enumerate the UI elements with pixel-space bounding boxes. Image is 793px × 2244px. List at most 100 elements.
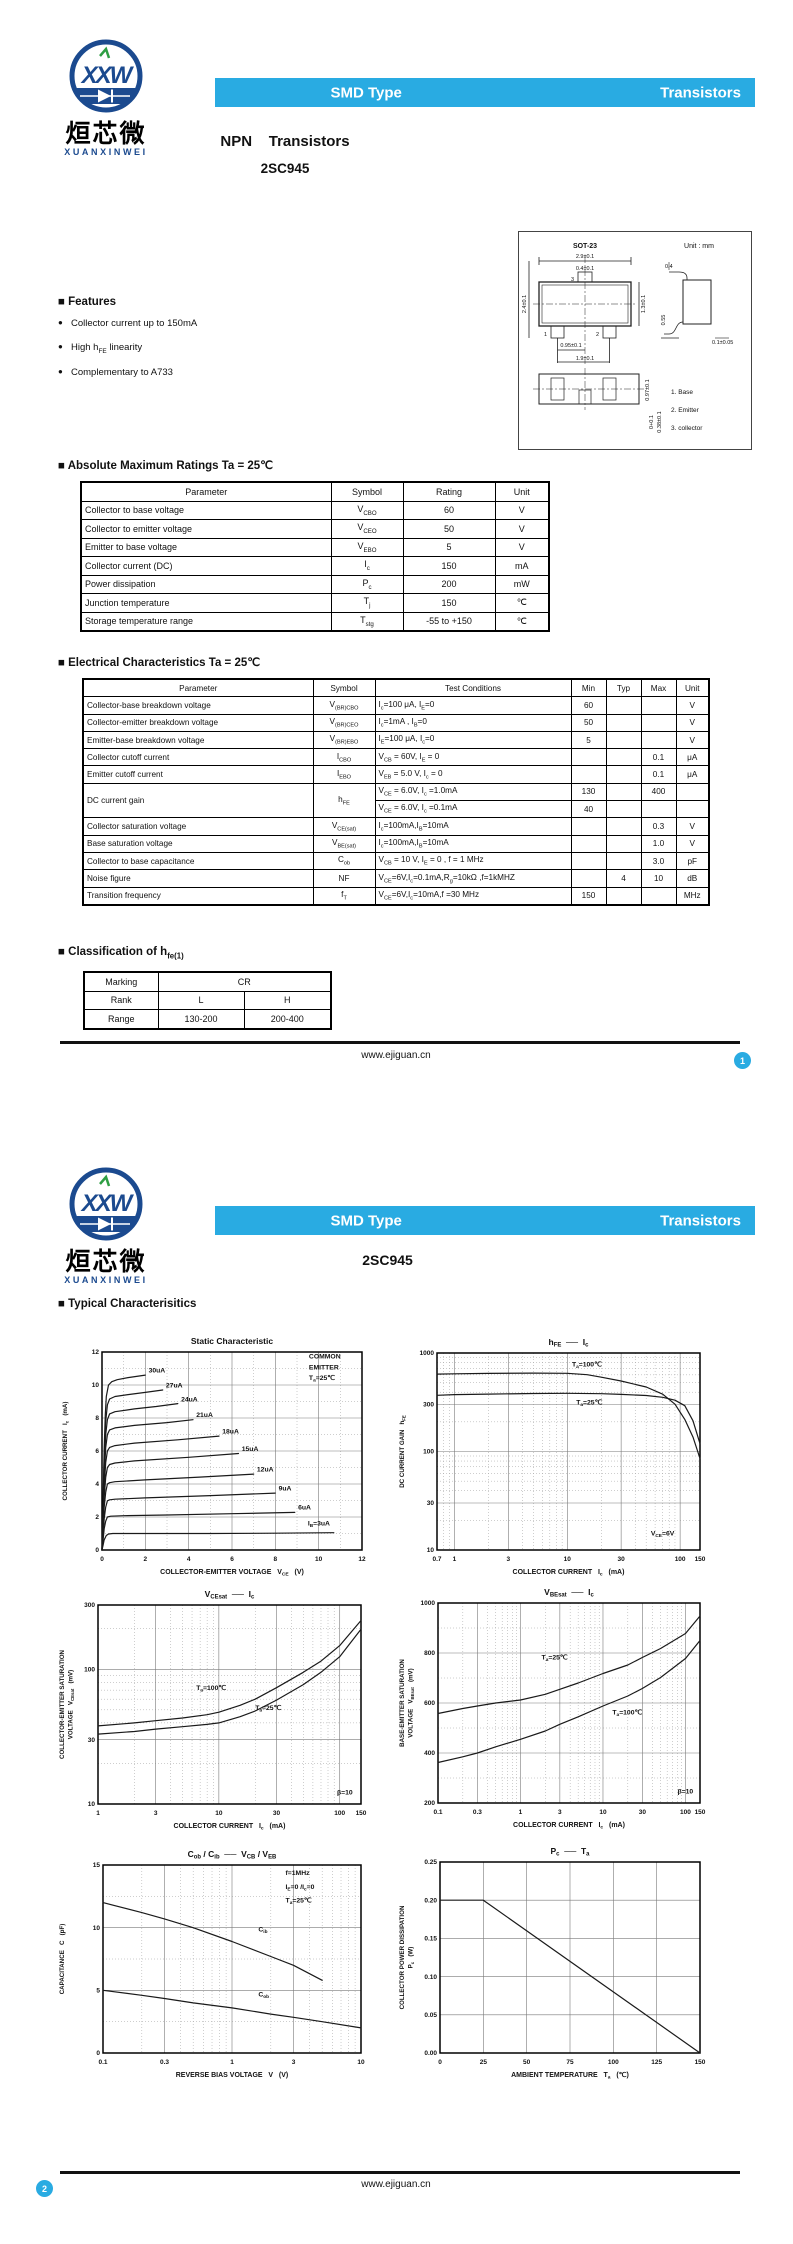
chart-labels: 0 25 50 75 100 125 150 0.00 0.05 0.10 0.15 0.20 0.25… [399,1846,706,2081]
chart-series [97,1619,362,1735]
table-cell [570,834,607,853]
series-pc-max [439,1899,701,2054]
chart-series [101,1374,335,1551]
x-tick-label: 75 [566,2059,574,2066]
chart-annotation: 15uA [242,1446,259,1453]
series-ib-3ua [101,1532,335,1551]
elec-table: Parameter Symbol Test Conditions Min Typ Max U… [82,678,710,906]
dim-label: 0.97±0.1 [645,379,651,400]
table-cell: VCE=6V,Ic=0.1mA,Rg=10kΩ ,f=1kMHZ [374,869,572,888]
table-cell: Collector to base capacitance [82,851,314,871]
table-cell: mW [494,574,550,594]
x-tick-label: 0.1 [433,1809,442,1816]
chart-title: VCEsat ── Ic [205,1589,255,1601]
table-cell [605,748,642,767]
x-tick-label: 10 [215,1810,223,1817]
chart-labels: 0.7 1 3 10 30 100 150 10 30 100 300 1000 hFE ── Ic CO… [399,1337,706,1578]
chart-static-characteristic: 0 2 4 6 8 10 12 0 2 4 6 8 10 12 Static Characteristic C… [58,1332,383,1582]
table-cell: 4 [605,869,642,888]
table-cell: V [494,537,550,557]
x-tick-label: 100 [334,1810,345,1817]
table-cell: 0.3 [640,817,677,836]
table-cell [675,782,710,802]
x-axis-label: REVERSE BIAS VOLTAGE V (V) [176,2072,289,2079]
table-cell: V [675,730,710,750]
y-tick-label: 200 [424,1800,435,1807]
table-cell: V(BR)CEO [312,713,376,732]
page-number-badge-p1: 1 [734,1052,751,1069]
table-cell: Ic=1mA , IB=0 [374,713,572,732]
table-cell: ICBO [312,748,376,767]
header-bar-p1: SMD Type Transistors [215,78,755,107]
x-tick-label: 100 [680,1809,691,1816]
table-cell [570,851,607,871]
chart-labels: 0.1 0.3 1 3 10 30 100 150 200 400 600 800 1000 VBEsat… [399,1587,706,1831]
chart-annotation: VCE=6V [651,1531,675,1540]
table-cell [640,696,677,715]
y-tick-label: 1000 [420,1350,435,1357]
package-shapes [528,256,729,410]
chart-annotation: COMMON [309,1354,341,1361]
chart-series [102,1901,362,2029]
table-cell [605,834,642,853]
chart-title: VBEsat ── Ic [544,1587,594,1599]
x-tick-label: 2 [144,1556,148,1563]
y-tick-label: 2 [95,1514,99,1521]
table-cell: DC current gain [82,782,314,819]
table-cell [570,869,607,888]
dim-label: 0.95±0.1 [560,343,581,349]
table-cell: IEBO [312,765,376,784]
x-tick-label: 150 [356,1810,367,1817]
logo-chinese-name: 烜芯微 [65,1248,147,1276]
table-cell: Base saturation voltage [82,834,314,853]
table-cell [605,800,642,819]
table-cell: Collector-emitter breakdown voltage [82,713,314,732]
table-cell: Storage temperature range [80,611,332,632]
table-cell: hFE [312,782,376,819]
table-cell: VCE = 6.0V, Ic =0.1mA [374,800,572,819]
x-tick-label: 1 [230,2059,234,2066]
series-ta-100c [97,1619,362,1727]
y-tick-label: 100 [423,1449,434,1456]
logo-english-name: XUANXINWEI [64,147,148,157]
company-logo-p2: XXW 烜芯微 XUANXINWEI [50,1164,162,1285]
chart-annotation: 24uA [181,1397,198,1404]
y-axis-label: BASE-EMITTER SATURATION [399,1659,406,1747]
table-cell: Min [570,678,607,698]
table-cell: Marking [83,971,159,992]
chart-frame [437,1602,701,1804]
x-axis-label: COLLECTOR CURRENT Ic (mA) [513,1822,625,1831]
class-table: Marking CR Rank L H Range 130-200 200-400 [83,971,332,1030]
table-cell: Unit [494,481,550,502]
chart-annotation: β=10 [677,1789,693,1796]
chart-annotation: Ta=25℃ [542,1653,568,1663]
chart-annotation: Ta=100℃ [612,1708,642,1718]
pin-legend-emitter: 2. Emitter [671,407,700,414]
y-tick-label: 0 [96,2050,100,2057]
company-logo-p1: XXW 烜芯微 XUANXINWEI [50,36,162,157]
table-cell: Symbol [312,678,376,698]
table-cell [570,765,607,784]
y-tick-label: 30 [427,1500,435,1507]
table-cell: V(BR)EBO [312,730,376,750]
y-tick-label: 0.05 [424,2012,437,2019]
y-tick-label: 0.15 [424,1936,437,1943]
pin-number: 1 [544,332,547,338]
classification-table: Marking CR Rank L H Range 130-200 200-400 [83,971,332,1030]
x-axis-label: AMBIENT TEMPERATURE Ta (℃) [511,2071,629,2081]
table-cell: 10 [640,869,677,888]
product-family-title: NPN Transistors [220,133,350,150]
x-tick-label: 3 [292,2059,296,2066]
table-cell: VCE(sat) [312,817,376,836]
table-cell: Collector cutoff current [82,748,314,767]
y-tick-label: 600 [424,1700,435,1707]
table-cell: V(BR)CBO [312,696,376,715]
y-tick-label: 400 [424,1750,435,1757]
chart-hfe-vs-ic: 0.7 1 3 10 30 100 150 10 30 100 300 1000 hFE ── Ic CO… [395,1332,715,1582]
chart-frame [439,1861,701,2054]
x-tick-label: 100 [608,2059,619,2066]
table-cell: Test Conditions [374,678,572,698]
y-tick-label: 1000 [421,1600,436,1607]
x-tick-label: 0 [438,2059,442,2066]
table-cell: 60 [402,500,496,520]
